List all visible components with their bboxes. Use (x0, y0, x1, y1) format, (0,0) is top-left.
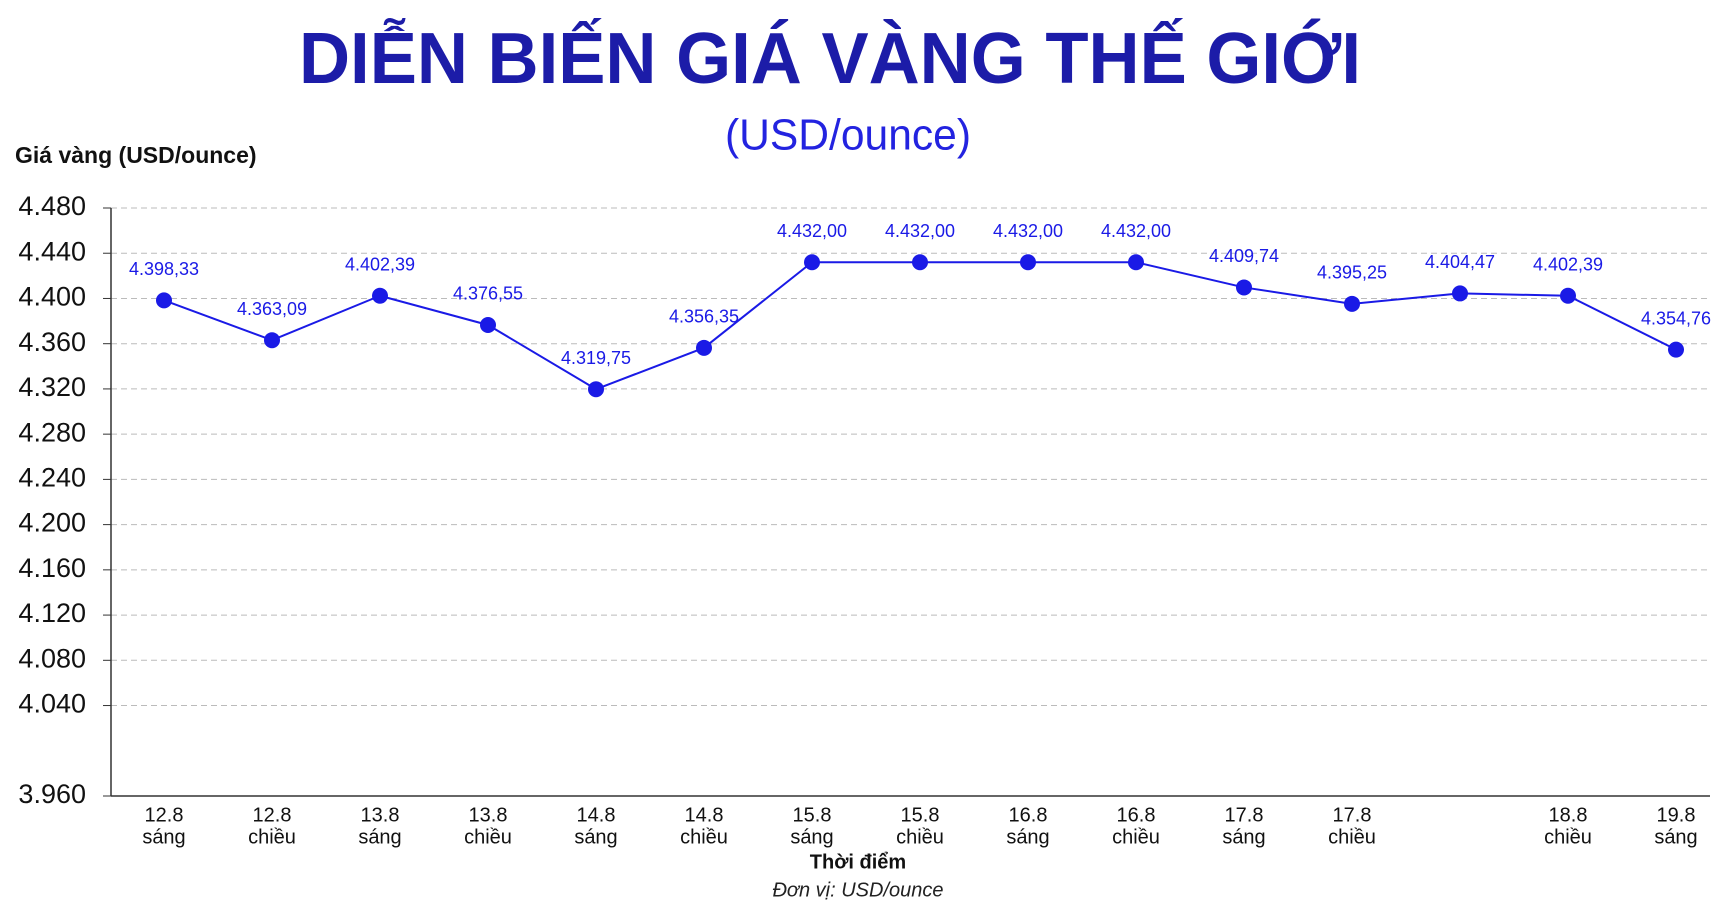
x-tick-label: sáng (574, 826, 617, 848)
y-tick-label: 4.440 (18, 236, 86, 266)
x-axis-title: Thời điểm (810, 851, 906, 873)
data-point (1668, 341, 1684, 358)
data-point (804, 254, 820, 271)
x-tick-label: 12.8 (253, 804, 292, 826)
data-label: 4.432,00 (993, 221, 1063, 241)
x-tick-label: chiều (248, 826, 296, 848)
y-tick-label: 4.040 (18, 689, 86, 719)
x-tick-label: 15.8 (793, 804, 832, 826)
data-label: 4.404,47 (1425, 252, 1495, 272)
series-line (163, 261, 1677, 391)
data-point (1452, 285, 1468, 302)
data-label: 4.356,35 (669, 307, 739, 327)
y-tick-label: 4.080 (18, 643, 86, 673)
data-label: 4.376,55 (453, 284, 523, 304)
y-tick-label: 4.480 (18, 191, 86, 221)
data-label: 4.432,00 (885, 221, 955, 241)
data-label: 4.363,09 (237, 299, 307, 319)
x-tick-label: 13.8 (469, 804, 508, 826)
y-tick-label: 4.120 (18, 598, 86, 628)
x-tick-label: 16.8 (1117, 804, 1156, 826)
y-tick-label: 4.320 (18, 372, 86, 402)
y-tick-label: 4.160 (18, 553, 86, 583)
x-tick-label: 14.8 (685, 804, 724, 826)
data-point (1020, 254, 1036, 271)
x-tick-label: 18.8 (1549, 804, 1588, 826)
x-tick-label: chiều (896, 826, 944, 848)
x-tick-label: 16.8 (1009, 804, 1048, 826)
y-tick-label: 3.960 (18, 779, 86, 809)
footnote: Đơn vị: USD/ounce (772, 879, 943, 901)
chart-subtitle: (USD/ounce) (725, 111, 971, 160)
y-tick-label: 4.240 (18, 463, 86, 493)
data-label: 4.432,00 (1101, 221, 1171, 241)
data-label: 4.409,74 (1209, 246, 1279, 266)
y-tick-label: 4.360 (18, 327, 86, 357)
data-point (372, 287, 388, 304)
data-point (1128, 254, 1144, 271)
x-tick-label: chiều (1112, 826, 1160, 848)
x-tick-label: 17.8 (1225, 804, 1264, 826)
x-tick-label: sáng (1006, 826, 1049, 848)
x-tick-label: chiều (680, 826, 728, 848)
chart-title: DIỄN BIẾN GIÁ VÀNG THẾ GIỚI (299, 18, 1361, 99)
data-label: 4.319,75 (561, 348, 631, 368)
x-tick-label: 14.8 (577, 804, 616, 826)
x-tick-label: sáng (1222, 826, 1265, 848)
x-tick-label: chiều (1544, 826, 1592, 848)
y-tick-label: 4.280 (18, 417, 86, 447)
x-tick-label: chiều (464, 826, 512, 848)
data-label: 4.354,76 (1641, 308, 1711, 328)
x-tick-label: 12.8 (145, 804, 184, 826)
data-point (480, 316, 496, 333)
data-label: 4.402,39 (345, 255, 415, 275)
y-tick-label: 4.400 (18, 282, 86, 312)
x-tick-label: 15.8 (901, 804, 940, 826)
data-label: 4.432,00 (777, 221, 847, 241)
data-point (588, 381, 604, 398)
x-tick-label: sáng (1654, 826, 1697, 848)
y-axis-title: Giá vàng (USD/ounce) (15, 142, 257, 168)
data-label: 4.402,39 (1533, 255, 1603, 275)
x-tick-label: sáng (790, 826, 833, 848)
data-label: 4.395,25 (1317, 263, 1387, 283)
x-tick-label: chiều (1328, 826, 1376, 848)
data-point (912, 254, 928, 271)
x-tick-label: sáng (142, 826, 185, 848)
data-point (696, 339, 712, 356)
data-point (1560, 287, 1576, 304)
x-tick-label: 17.8 (1333, 804, 1372, 826)
data-point (1344, 295, 1360, 312)
data-point (1236, 279, 1252, 296)
data-point (264, 332, 280, 349)
x-tick-label: sáng (358, 826, 401, 848)
x-tick-label: 19.8 (1657, 804, 1696, 826)
data-point (156, 292, 172, 309)
x-tick-label: 13.8 (361, 804, 400, 826)
data-label: 4.398,33 (129, 259, 199, 279)
y-tick-label: 4.200 (18, 508, 86, 538)
